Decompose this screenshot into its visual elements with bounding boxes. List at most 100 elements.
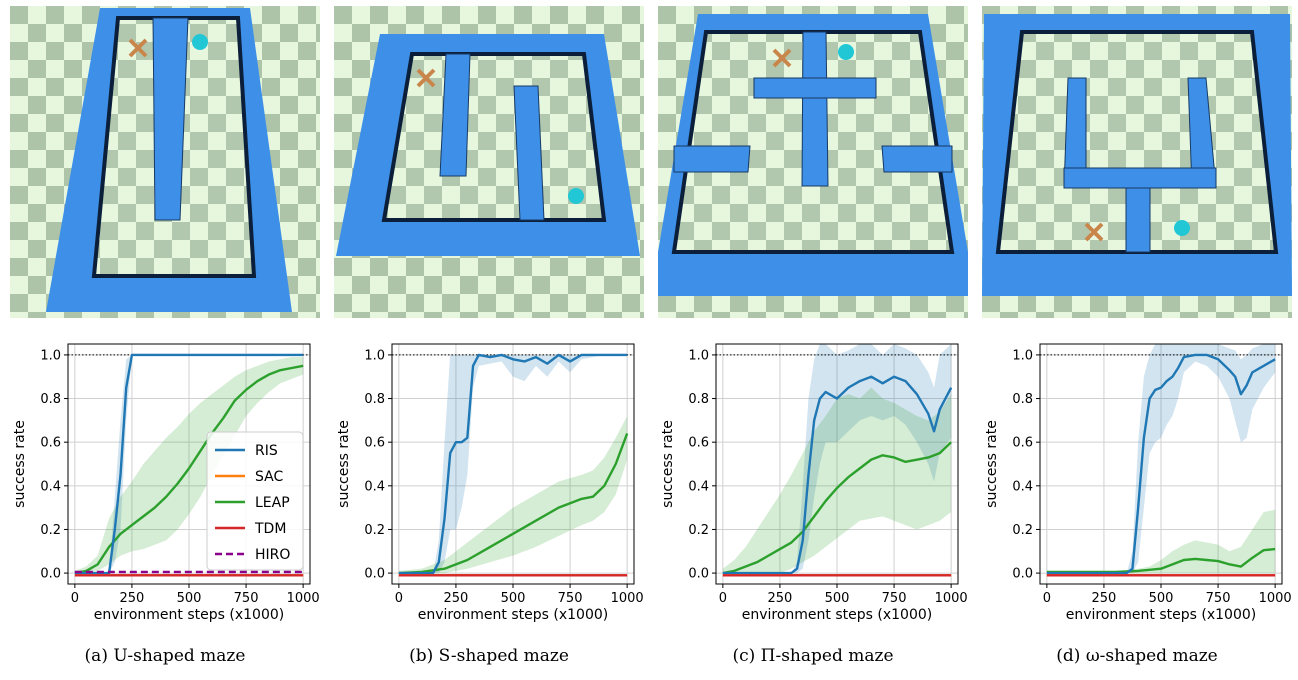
x-tick-label: 250 [120,591,145,606]
y-tick-label: 0.6 [1012,436,1033,451]
line-ris [398,353,628,575]
x-tick-label: 500 [825,591,850,606]
band-leap [74,357,304,574]
goal-ball [568,188,584,204]
y-axis-label: success rate [12,420,28,508]
x-tick-label: 1000 [1259,591,1292,606]
legend-label-tdm: TDM [254,521,286,537]
band-ris [722,344,952,574]
ant-agent [772,48,792,68]
y-tick-label: 0.2 [40,523,61,538]
x-tick-label: 750 [1206,591,1231,606]
x-tick-label: 750 [882,591,907,606]
x-tick-label: 1000 [611,591,644,606]
band-ris [1046,344,1276,574]
y-tick-label: 0.4 [688,479,709,494]
inner-wall [673,145,751,173]
inner-wall-shadow [91,16,257,278]
legend-label-ris: RIS [255,443,278,459]
goal-ball [838,44,854,60]
maze-render-s [334,6,644,318]
maze-render-u [10,6,320,318]
plot-pi-maze: 0 250 500 750 1000 0.0 0.2 0.4 0.6 0.8 1.0 environm… [660,343,968,623]
inner-wall-shadow [671,30,955,254]
maze-render-pi [658,6,968,318]
x-tick-label: 0 [395,591,403,606]
legend: RIS SAC LEAP TDM HIRO [206,431,304,571]
caption-pi: (c) Π-shaped maze [732,646,894,666]
x-tick-label: 750 [558,591,583,606]
confidence-bands [1046,344,1276,574]
inner-wall [1063,167,1217,189]
ant-agent [128,38,148,58]
x-tick-label: 500 [177,591,202,606]
x-tick-label: 1000 [287,591,320,606]
goal-ball [192,34,208,50]
line-ris [722,375,953,575]
x-tick-label: 250 [444,591,469,606]
band-leap [1046,509,1276,574]
inner-wall [513,85,545,221]
caption-u: (a) U-shaped maze [84,646,246,666]
inner-wall [753,77,877,99]
grid [1040,344,1282,584]
goal-ball [1174,220,1190,236]
plot-omega-maze: 0 250 500 750 1000 0.0 0.2 0.4 0.6 0.8 1.0 environm… [984,343,1292,623]
y-tick-label: 0.4 [40,479,61,494]
band-ris [398,354,628,574]
y-tick-label: 1.0 [688,348,709,363]
x-tick-label: 1000 [935,591,968,606]
line-ris [1046,353,1276,575]
y-tick-label: 1.0 [40,348,61,363]
series-lines [1046,353,1276,577]
x-axis-label: environment steps (x1000) [742,607,932,623]
maze-render-omega [982,6,1292,318]
y-tick-label: 0.4 [1012,479,1033,494]
y-tick-label: 0.0 [1012,567,1033,582]
line-leap [398,433,629,575]
series-lines [398,353,629,577]
y-tick-label: 1.0 [1012,348,1033,363]
ant-agent [1084,222,1104,242]
inner-wall-shadow [995,30,1279,254]
inner-wall [881,145,953,173]
ant-agent [416,68,436,88]
line-leap [722,441,952,575]
y-tick-label: 0.0 [364,567,385,582]
panel-pi-maze: 0 250 500 750 1000 0.0 0.2 0.4 0.6 0.8 1.0 environm… [658,0,968,680]
caption-omega: (d) ω-shaped maze [1056,646,1218,666]
y-tick-label: 0.2 [1012,523,1033,538]
x-tick-label: 0 [1043,591,1051,606]
y-tick-label: 0.6 [364,436,385,451]
band-leap [722,387,952,574]
inner-wall [801,31,829,187]
y-tick-label: 0.6 [688,436,709,451]
plot-s-maze: 0 250 500 750 1000 0.0 0.2 0.4 0.6 0.8 1.0 environm… [336,343,644,623]
confidence-bands [722,344,952,574]
inner-wall [152,17,189,221]
x-axis-label: environment steps (x1000) [418,607,608,623]
y-tick-label: 0.8 [40,392,61,407]
y-tick-label: 0.0 [688,567,709,582]
panel-s-maze: 0 250 500 750 1000 0.0 0.2 0.4 0.6 0.8 1.0 environm… [334,0,644,680]
x-axis-label: environment steps (x1000) [1066,607,1256,623]
line-ris [74,353,304,575]
y-tick-label: 0.2 [688,523,709,538]
y-tick-label: 0.2 [364,523,385,538]
plot-u-maze: 0 250 500 750 1000 0.0 0.2 0.4 0.6 0.8 1.0 environm… [12,343,320,623]
y-tick-label: 0.0 [40,567,61,582]
x-tick-label: 750 [234,591,259,606]
x-tick-label: 250 [768,591,793,606]
y-axis-label: success rate [336,420,352,508]
x-axis-label: environment steps (x1000) [94,607,284,623]
legend-label-leap: LEAP [255,495,290,511]
series-lines [74,353,304,577]
y-tick-label: 0.8 [688,392,709,407]
x-tick-label: 0 [719,591,727,606]
series-lines [722,375,953,577]
y-tick-label: 1.0 [364,348,385,363]
legend-label-sac: SAC [255,469,283,485]
panel-omega-maze: 0 250 500 750 1000 0.0 0.2 0.4 0.6 0.8 1.0 environm… [982,0,1292,680]
y-tick-label: 0.4 [364,479,385,494]
x-tick-label: 500 [501,591,526,606]
